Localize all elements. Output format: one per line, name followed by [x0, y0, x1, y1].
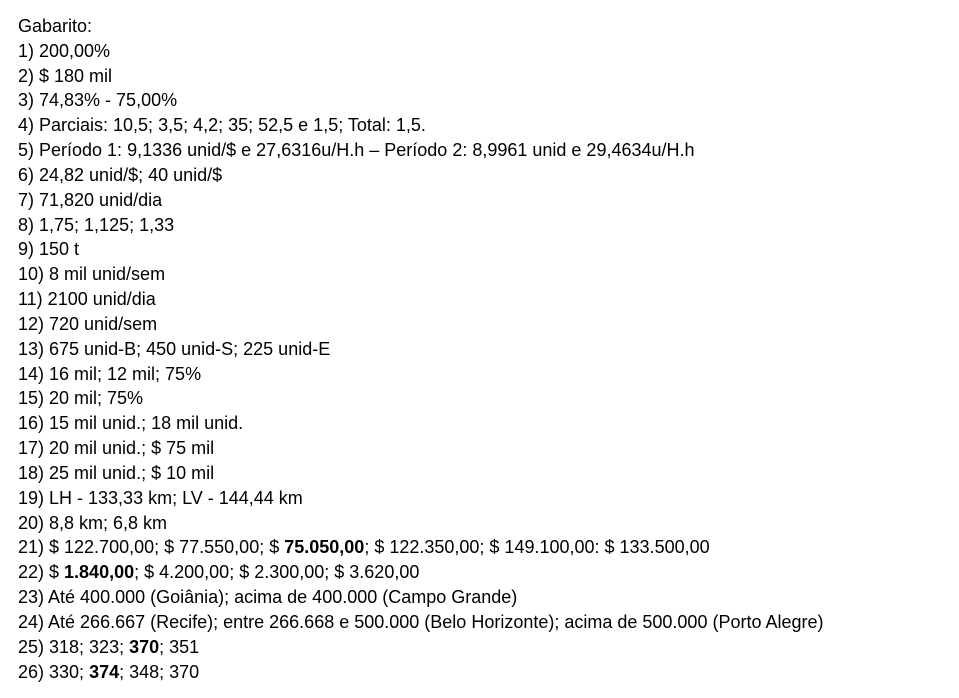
answer-line: 25) 318; 323; 370; 351: [18, 635, 941, 660]
answer-text: 24) Até 266.667 (Recife); entre 266.668 …: [18, 612, 824, 632]
answer-line: 20) 8,8 km; 6,8 km: [18, 511, 941, 536]
answer-text: 3) 74,83% - 75,00%: [18, 90, 177, 110]
answer-line: 9) 150 t: [18, 237, 941, 262]
answer-text: 5) Período 1: 9,1336 unid/$ e 27,6316u/H…: [18, 140, 695, 160]
answer-line: 23) Até 400.000 (Goiânia); acima de 400.…: [18, 585, 941, 610]
answer-line: 11) 2100 unid/dia: [18, 287, 941, 312]
answer-line: 2) $ 180 mil: [18, 64, 941, 89]
answer-text: 14) 16 mil; 12 mil; 75%: [18, 364, 201, 384]
answer-line: 21) $ 122.700,00; $ 77.550,00; $ 75.050,…: [18, 535, 941, 560]
answer-line: 17) 20 mil unid.; $ 75 mil: [18, 436, 941, 461]
answer-text: 25) 318; 323;: [18, 637, 129, 657]
answer-text-bold: 370: [129, 637, 159, 657]
answer-text: 1) 200,00%: [18, 41, 110, 61]
answer-line: 10) 8 mil unid/sem: [18, 262, 941, 287]
answer-text-bold: 1.840,00: [64, 562, 134, 582]
answer-line: 6) 24,82 unid/$; 40 unid/$: [18, 163, 941, 188]
answer-text: 15) 20 mil; 75%: [18, 388, 143, 408]
answer-text: ; $ 4.200,00; $ 2.300,00; $ 3.620,00: [134, 562, 419, 582]
answer-line: 26) 330; 374; 348; 370: [18, 660, 941, 685]
answer-line: 24) Até 266.667 (Recife); entre 266.668 …: [18, 610, 941, 635]
answer-text: 16) 15 mil unid.; 18 mil unid.: [18, 413, 243, 433]
answer-line: 5) Período 1: 9,1336 unid/$ e 27,6316u/H…: [18, 138, 941, 163]
answer-text: 17) 20 mil unid.; $ 75 mil: [18, 438, 214, 458]
answer-line: 12) 720 unid/sem: [18, 312, 941, 337]
answer-line: 14) 16 mil; 12 mil; 75%: [18, 362, 941, 387]
answer-line: 1) 200,00%: [18, 39, 941, 64]
answer-text: 7) 71,820 unid/dia: [18, 190, 162, 210]
answer-text: 22) $: [18, 562, 64, 582]
answer-text-bold: 374: [89, 662, 119, 682]
answer-line: 18) 25 mil unid.; $ 10 mil: [18, 461, 941, 486]
answer-line: 3) 74,83% - 75,00%: [18, 88, 941, 113]
answer-text: 2) $ 180 mil: [18, 66, 112, 86]
answer-text: 11) 2100 unid/dia: [18, 289, 156, 309]
answer-text-bold: 75.050,00: [284, 537, 364, 557]
answer-text: ; 351: [159, 637, 199, 657]
gabarito-document: Gabarito: 1) 200,00% 2) $ 180 mil 3) 74,83…: [18, 14, 941, 684]
answer-text: 8) 1,75; 1,125; 1,33: [18, 215, 174, 235]
answer-text: 19) LH - 133,33 km; LV - 144,44 km: [18, 488, 303, 508]
answer-text: 23) Até 400.000 (Goiânia); acima de 400.…: [18, 587, 517, 607]
answer-text: ; $ 122.350,00; $ 149.100,00: $ 133.500,…: [364, 537, 709, 557]
answer-text: 21) $ 122.700,00; $ 77.550,00; $: [18, 537, 284, 557]
answer-line: 8) 1,75; 1,125; 1,33: [18, 213, 941, 238]
answer-line: 16) 15 mil unid.; 18 mil unid.: [18, 411, 941, 436]
answer-text: ; 348; 370: [119, 662, 199, 682]
answer-text: 13) 675 unid-B; 450 unid-S; 225 unid-E: [18, 339, 330, 359]
answer-text: 20) 8,8 km; 6,8 km: [18, 513, 167, 533]
answer-list: 1) 200,00% 2) $ 180 mil 3) 74,83% - 75,00%…: [18, 39, 941, 685]
answer-text: 6) 24,82 unid/$; 40 unid/$: [18, 165, 222, 185]
answer-line: 7) 71,820 unid/dia: [18, 188, 941, 213]
answer-text: 9) 150 t: [18, 239, 79, 259]
document-title: Gabarito:: [18, 14, 941, 39]
answer-text: 12) 720 unid/sem: [18, 314, 157, 334]
answer-line: 15) 20 mil; 75%: [18, 386, 941, 411]
answer-text: 26) 330;: [18, 662, 89, 682]
answer-line: 13) 675 unid-B; 450 unid-S; 225 unid-E: [18, 337, 941, 362]
answer-line: 22) $ 1.840,00; $ 4.200,00; $ 2.300,00; …: [18, 560, 941, 585]
answer-line: 4) Parciais: 10,5; 3,5; 4,2; 35; 52,5 e …: [18, 113, 941, 138]
answer-text: 18) 25 mil unid.; $ 10 mil: [18, 463, 214, 483]
answer-text: 4) Parciais: 10,5; 3,5; 4,2; 35; 52,5 e …: [18, 115, 426, 135]
answer-text: 10) 8 mil unid/sem: [18, 264, 165, 284]
answer-line: 19) LH - 133,33 km; LV - 144,44 km: [18, 486, 941, 511]
